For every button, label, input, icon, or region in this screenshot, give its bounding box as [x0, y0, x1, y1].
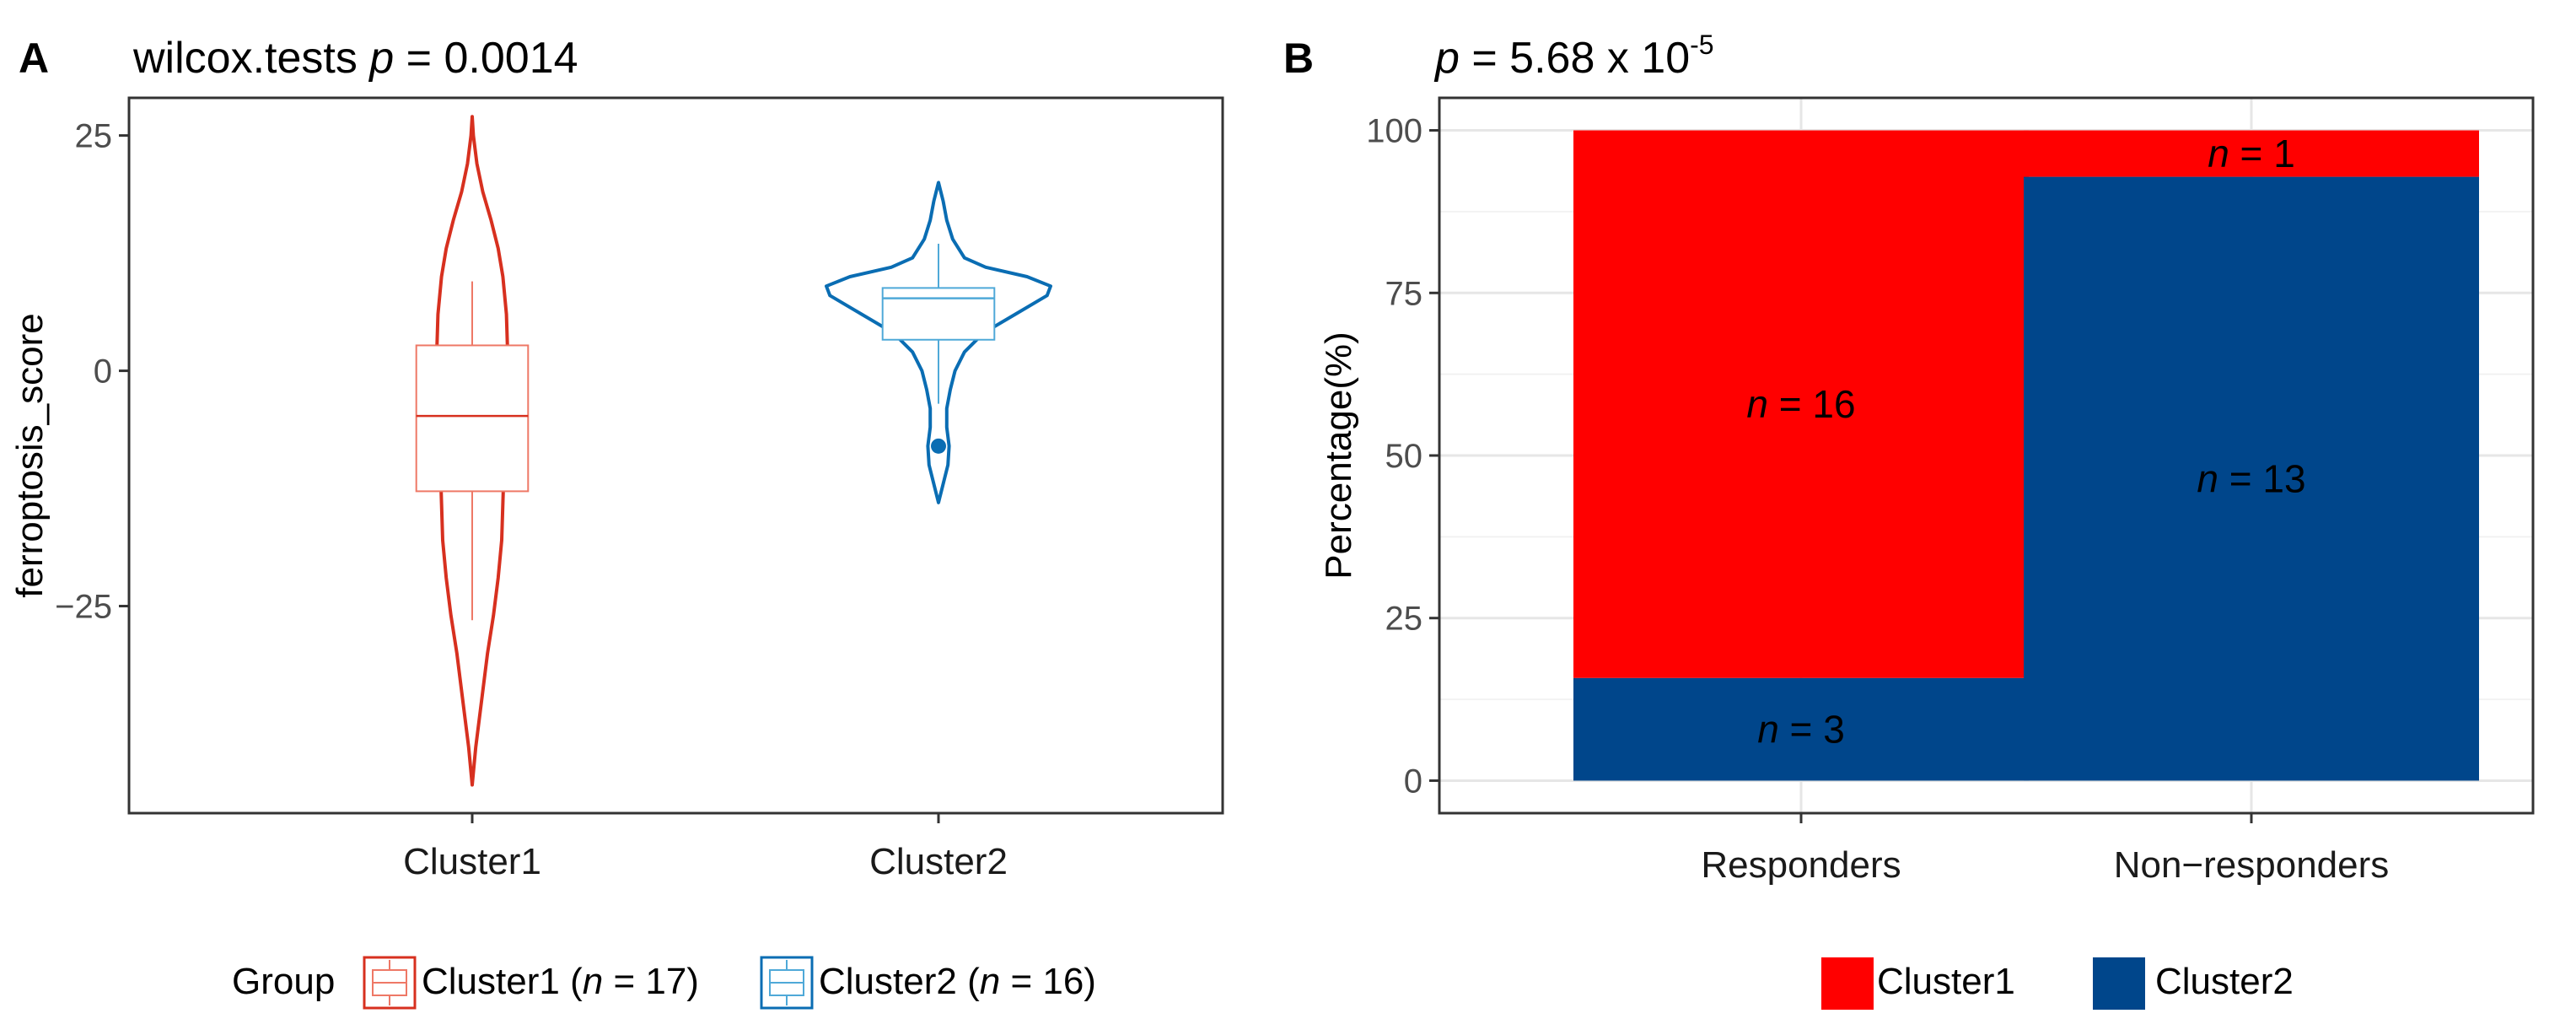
- panel-b-x-axis: Responders Non−responders: [1701, 813, 2389, 886]
- panel-b-legend: Cluster1 Cluster2: [1821, 957, 2294, 1010]
- outlier-cluster2: [931, 438, 946, 454]
- y-tick-label: 25: [1385, 601, 1423, 638]
- panel-a-legend: Group Cluster1 (n = 17) Cluster2 (n =: [232, 956, 1096, 1010]
- legend-swatch-cluster2: [2093, 957, 2145, 1010]
- y-tick-label: 75: [1385, 275, 1423, 312]
- panel-a-legend-label-cluster1: Cluster1 (n = 17): [422, 961, 699, 1002]
- panel-b-plot-border: [1438, 96, 2535, 815]
- panel-b-y-label: Percentage(%): [1318, 332, 1359, 579]
- panel-a-y-label: ferroptosis_score: [9, 313, 51, 597]
- bar-count-label: n = 16: [1746, 382, 1855, 426]
- bar-cluster2-responders: [1573, 677, 2029, 781]
- legend-key-cluster1: [363, 956, 417, 1010]
- panel-b-bars: [1573, 130, 2479, 781]
- legend-key-cluster2: [760, 956, 814, 1010]
- y-tick-label: 0: [1404, 763, 1422, 800]
- panel-b-title: p = 5.68 x 10-5: [1433, 30, 1714, 83]
- bar-cluster2-non-responders: [2024, 176, 2479, 781]
- bar-count-label: n = 3: [1757, 708, 1845, 752]
- y-tick-label: 0: [94, 353, 112, 391]
- panel-a-legend-title: Group: [232, 961, 335, 1002]
- panel-a-y-axis: 25 0 −25: [55, 118, 129, 626]
- panel-b-legend-label-cluster1: Cluster1: [1877, 961, 2015, 1002]
- bar-count-label: n = 1: [2208, 132, 2295, 175]
- panel-b-y-axis: 0 25 50 75 100: [1366, 113, 1439, 800]
- y-tick-label: 100: [1366, 113, 1422, 150]
- bar-count-label: n = 13: [2197, 457, 2305, 501]
- bar-cluster1-responders: [1573, 130, 2029, 678]
- panel-a-plot-border: [127, 96, 1224, 815]
- panel-b-bar-labels: n = 3 n = 16 n = 13 n = 1: [1746, 132, 2305, 752]
- x-tick-label: Cluster2: [869, 841, 1008, 882]
- x-tick-label: Non−responders: [2114, 844, 2390, 886]
- panel-b-letter: B: [1283, 35, 1314, 82]
- panel-a: A wilcox.tests p = 0.0014 25 0 −25 Cluster…: [9, 34, 1224, 1010]
- y-tick-label: 50: [1385, 438, 1423, 475]
- legend-swatch-cluster1: [1821, 957, 1874, 1010]
- panel-a-x-axis: Cluster1 Cluster2: [403, 813, 1008, 882]
- panel-b: B p = 5.68 x 10-5 n = 3 n = 16 n = 13 n = 1…: [1283, 30, 2535, 1010]
- y-tick-label: 25: [75, 118, 113, 155]
- panel-a-letter: A: [19, 35, 49, 82]
- panel-a-legend-label-cluster2: Cluster2 (n = 16): [819, 961, 1096, 1002]
- panel-b-legend-label-cluster2: Cluster2: [2155, 961, 2294, 1002]
- panel-a-title: wilcox.tests p = 0.0014: [132, 34, 578, 83]
- box-cluster2: [881, 287, 996, 341]
- panel-a-boxes: [415, 243, 996, 621]
- bar-cluster1-non-responders: [2024, 130, 2479, 177]
- y-tick-label: −25: [55, 589, 112, 626]
- x-tick-label: Responders: [1701, 844, 1901, 886]
- box-cluster1: [415, 344, 530, 493]
- x-tick-label: Cluster1: [403, 841, 541, 882]
